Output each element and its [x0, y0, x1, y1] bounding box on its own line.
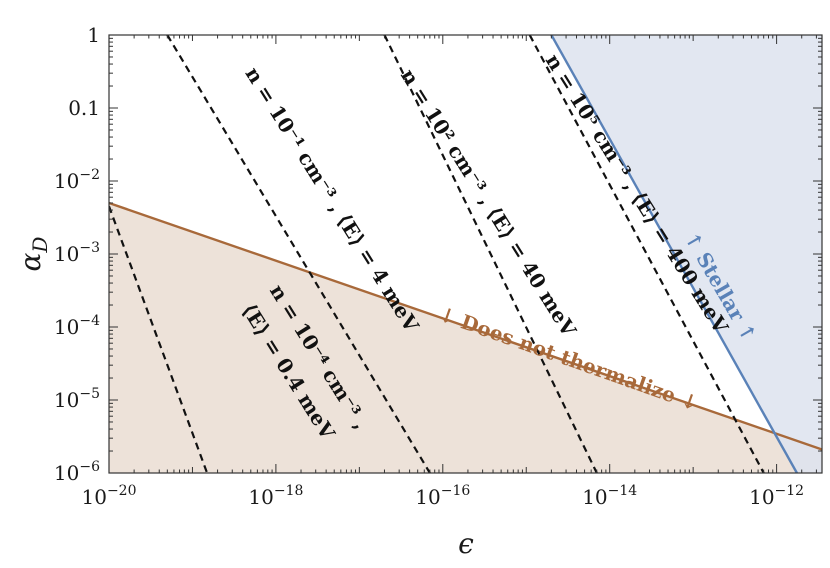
y-tick-label: 10−4	[54, 313, 100, 339]
x-tick-label: 10−20	[82, 483, 137, 509]
y-tick-label: 10−2	[54, 167, 100, 193]
x-tick-label: 10−18	[248, 483, 303, 509]
x-tick-label: 10−12	[749, 483, 804, 509]
dashed-lines	[109, 35, 765, 473]
dashed-line-4	[528, 35, 765, 473]
stellar-boundary-line	[550, 35, 798, 473]
y-tick-label: 10−6	[54, 459, 100, 485]
y-tick-label: 0.1	[68, 96, 100, 120]
stellar-region	[551, 35, 822, 473]
dashed-line-3	[383, 35, 598, 473]
annotation-label-4: n = 10² cm⁻³ , ⟨E⟩ = 40 meV	[396, 64, 581, 341]
axis-ticks: 10−20 10−18 10−16 10−14 10−12 10−6 10−5 10−4 10−…	[54, 23, 822, 509]
dashed-line-2	[166, 35, 431, 473]
x-tick-label: 10−16	[415, 483, 470, 509]
y-tick-label: 10−5	[54, 386, 100, 412]
svg-text:αD: αD	[14, 237, 52, 272]
shaded-regions	[109, 35, 822, 473]
x-axis-label: ϵ	[458, 527, 474, 560]
y-tick-label: 10−3	[54, 240, 100, 266]
thermalize-region	[109, 203, 822, 473]
y-axis-label: αD	[14, 237, 52, 272]
x-tick-label: 10−14	[582, 483, 637, 509]
thermalize-boundary-line	[109, 201, 822, 451]
y-tick-label: 1	[87, 23, 100, 47]
